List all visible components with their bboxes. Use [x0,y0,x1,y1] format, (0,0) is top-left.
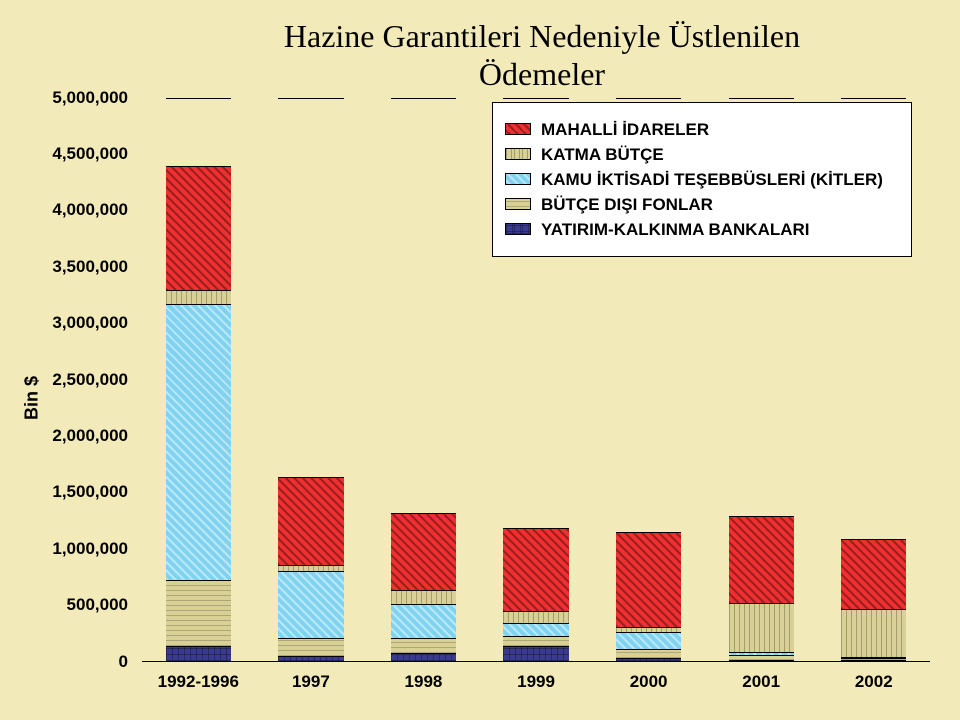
legend-swatch [505,173,531,185]
y-tick: 2,500,000 [52,370,128,390]
bar-segment-mahalli [616,532,681,626]
legend-item: BÜTÇE DIŞI FONLAR [505,196,895,213]
bar-segment-mahalli [278,477,343,565]
y-tick: 500,000 [67,595,128,615]
bar-slot [367,98,480,661]
chart-area: Bin $ 0500,0001,000,0001,500,0002,000,00… [8,98,936,698]
legend: MAHALLİ İDARELER KATMA BÜTÇE KAMU İKTİSADİ… [492,102,912,257]
bar-segment-mahalli [503,528,568,611]
bar-segment-yatirim [166,646,231,661]
bar-segment-yatirim [278,656,343,660]
chart-title: Hazine Garantileri Nedeniyle ÜstlenilenÖ… [148,18,936,94]
bar-segment-yatirim [391,653,456,661]
bar-segment-mahalli [391,513,456,589]
x-tick-label: 2000 [592,668,705,698]
bar-segment-mahalli [729,516,794,604]
legend-label: BÜTÇE DIŞI FONLAR [541,196,713,213]
y-tick: 4,000,000 [52,200,128,220]
bar-slot [255,98,368,661]
y-tick: 3,000,000 [52,313,128,333]
legend-swatch [505,123,531,135]
bar-segment-katma [391,590,456,605]
legend-item: YATIRIM-KALKINMA BANKALARI [505,221,895,238]
title-line: Ödemeler [479,56,605,92]
legend-swatch [505,198,531,210]
bar [166,98,231,661]
title-line: Hazine Garantileri Nedeniyle Üstlenilen [284,18,800,54]
bar-segment-katma [503,611,568,623]
bar-segment-butce_disi [391,638,456,653]
y-tick: 5,000,000 [52,88,128,108]
bar-segment-mahalli [166,166,231,290]
x-tick-label: 2001 [705,668,818,698]
bar-segment-yatirim [616,658,681,660]
y-tick: 3,500,000 [52,257,128,277]
bar-segment-kit [616,632,681,649]
x-tick-label: 2002 [817,668,930,698]
y-tick: 4,500,000 [52,144,128,164]
bar-segment-yatirim [841,660,906,661]
x-tick-label: 1999 [480,668,593,698]
bar-segment-kit [166,304,231,579]
bar-slot [142,98,255,661]
bar-segment-butce_disi [503,636,568,646]
chart-canvas: Hazine Garantileri Nedeniyle ÜstlenilenÖ… [0,0,960,720]
x-tick-label: 1997 [255,668,368,698]
y-tick: 1,000,000 [52,539,128,559]
bar-segment-butce_disi [278,638,343,656]
bar-segment-yatirim [503,646,568,661]
legend-item: KATMA BÜTÇE [505,146,895,163]
bar-segment-kit [391,604,456,638]
bar-segment-katma [729,603,794,651]
bar-segment-katma [841,609,906,657]
y-tick: 2,000,000 [52,426,128,446]
legend-label: MAHALLİ İDARELER [541,121,709,138]
y-tick: 0 [119,652,128,672]
y-axis-ticks: 0500,0001,000,0001,500,0002,000,0002,500… [38,98,134,662]
bar-segment-butce_disi [616,649,681,658]
x-axis-labels: 1992-1996199719981999200020012002 [142,668,930,698]
bar [278,98,343,661]
x-tick-label: 1992-1996 [142,668,255,698]
legend-label: KATMA BÜTÇE [541,146,664,163]
x-tick-label: 1998 [367,668,480,698]
bar-segment-butce_disi [166,580,231,646]
bar-segment-kit [278,571,343,638]
legend-item: KAMU İKTİSADİ TEŞEBBÜSLERİ (KİTLER) [505,171,895,188]
legend-label: KAMU İKTİSADİ TEŞEBBÜSLERİ (KİTLER) [541,171,883,188]
legend-item: MAHALLİ İDARELER [505,121,895,138]
plot-area: MAHALLİ İDARELER KATMA BÜTÇE KAMU İKTİSADİ… [142,98,930,662]
bar-segment-katma [166,290,231,305]
y-tick: 1,500,000 [52,482,128,502]
bar [391,98,456,661]
bar-segment-mahalli [841,539,906,609]
legend-swatch [505,148,531,160]
legend-swatch [505,223,531,235]
bar-segment-yatirim [729,660,794,661]
bar-segment-kit [503,623,568,635]
legend-label: YATIRIM-KALKINMA BANKALARI [541,221,810,238]
